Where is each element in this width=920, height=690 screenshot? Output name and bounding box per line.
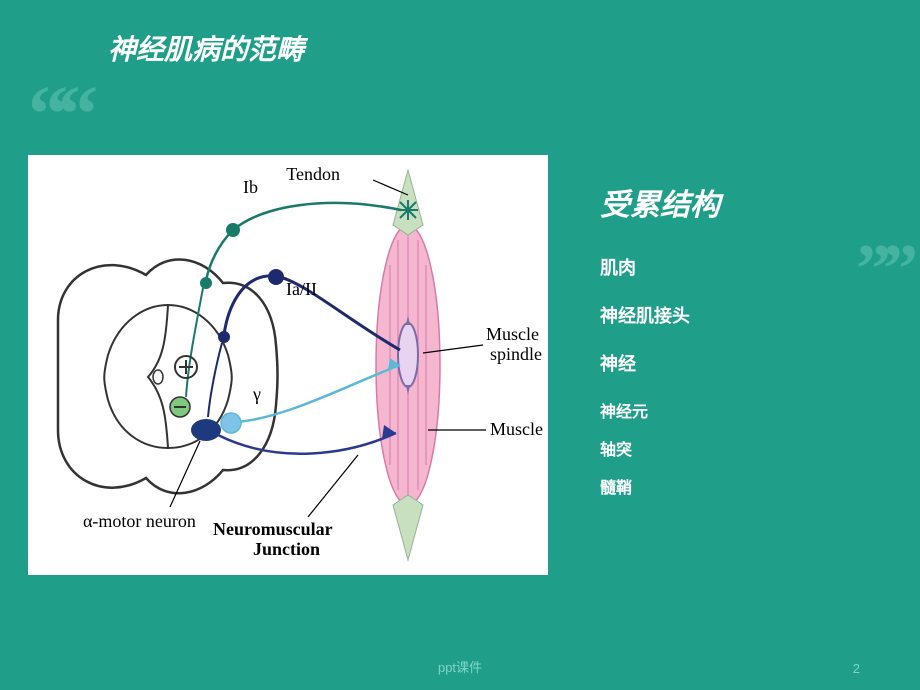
label-nmj-1: Neuromuscular — [213, 519, 333, 539]
right-text-panel: 受累结构 肌肉 神经肌接头 神经 神经元 轴突 髓鞘 — [600, 180, 720, 512]
list-item: 肌肉 — [600, 254, 720, 280]
inhibitory-synapse-icon — [170, 397, 190, 417]
label-nmj-2: Junction — [253, 539, 320, 559]
label-muscle-spindle-2: spindle — [490, 344, 542, 364]
ib-afferent-fiber — [206, 203, 401, 280]
label-gamma: γ — [252, 384, 261, 404]
list-item: 神经 — [600, 350, 720, 376]
label-alpha-motor: α-motor neuron — [83, 511, 196, 531]
anatomy-diagram: Ib Ia/II γ Tendon Muscle spindle Muscle … — [28, 155, 548, 575]
page-number: 2 — [853, 661, 860, 676]
muscle-spindle-shape — [398, 323, 418, 387]
gamma-motor-neuron — [221, 413, 241, 433]
spinal-cord-outline — [58, 259, 278, 493]
label-muscle-spindle-1: Muscle — [486, 324, 539, 344]
label-tendon: Tendon — [286, 164, 340, 184]
excitatory-synapse-icon — [175, 356, 197, 378]
tendon-bottom — [393, 495, 423, 560]
quote-open-decoration: ““ — [28, 70, 88, 161]
alpha-motor-neuron — [191, 419, 221, 441]
label-ia-ii: Ia/II — [286, 279, 317, 299]
list-subitem: 髓鞘 — [600, 474, 720, 498]
list-item: 神经肌接头 — [600, 302, 720, 328]
neuromuscular-diagram-svg: Ib Ia/II γ Tendon Muscle spindle Muscle … — [28, 155, 548, 575]
gamma-efferent-fiber — [238, 365, 400, 422]
list-subitem: 神经元 — [600, 398, 720, 422]
label-muscle: Muscle — [490, 419, 543, 439]
list-subitem: 轴突 — [600, 436, 720, 460]
footer-text: ppt课件 — [438, 657, 482, 676]
quote-close-decoration: ”” — [856, 230, 910, 310]
label-ib: Ib — [243, 177, 258, 197]
panel-subtitle: 受累结构 — [600, 180, 720, 224]
alpha-efferent-fiber — [218, 433, 396, 454]
slide-title: 神经肌病的范畴 — [108, 28, 304, 68]
